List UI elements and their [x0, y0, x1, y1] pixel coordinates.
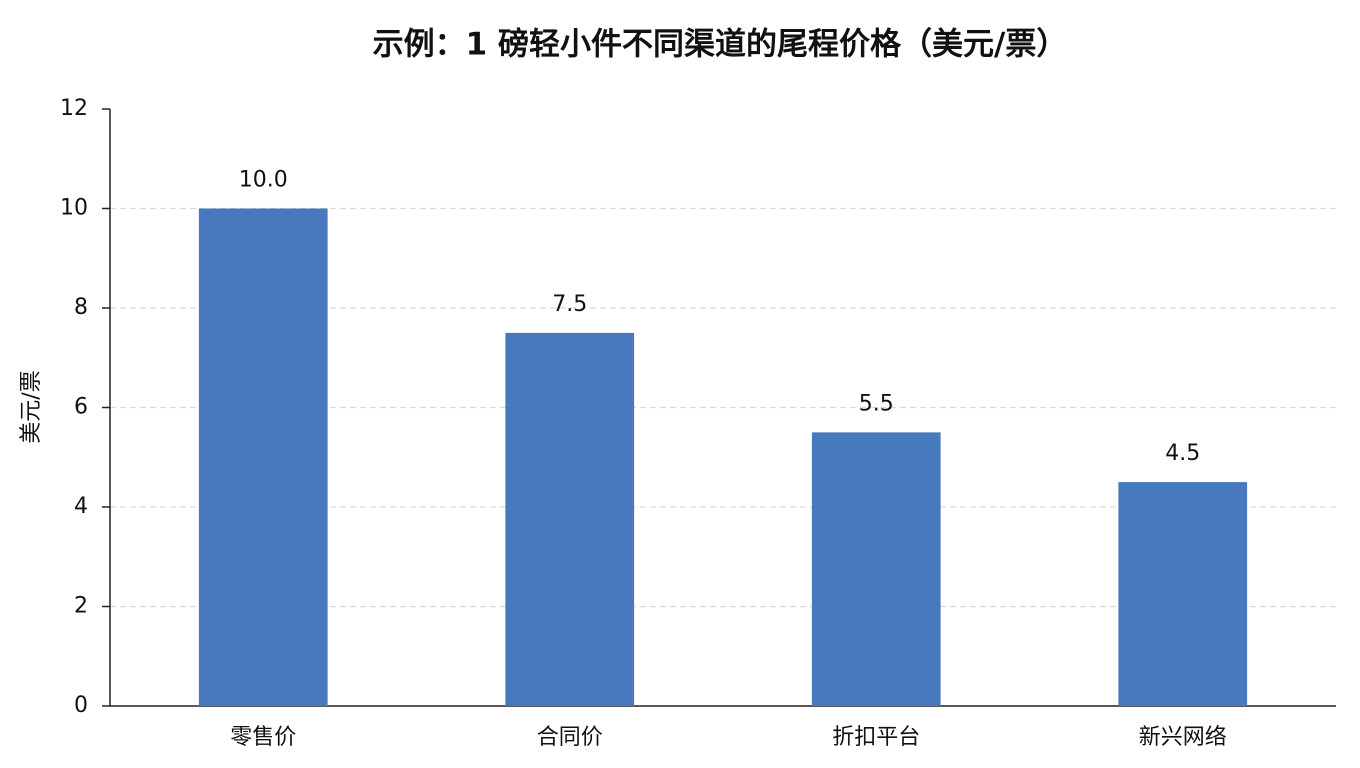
y-tick-label: 2	[74, 594, 88, 619]
y-tick-label: 4	[74, 494, 88, 519]
y-tick-label: 6	[74, 395, 88, 420]
data-label: 4.5	[1165, 441, 1200, 466]
bar	[505, 332, 635, 706]
y-axis-label: 美元/票	[19, 370, 44, 443]
bar	[811, 432, 941, 706]
x-tick-label: 折扣平台	[832, 725, 920, 750]
y-tick-label: 10	[60, 196, 88, 221]
x-tick-label: 新兴网络	[1139, 725, 1227, 750]
bar	[198, 208, 328, 706]
x-tick-label: 合同价	[537, 725, 603, 750]
bar	[1118, 482, 1248, 706]
data-label: 5.5	[859, 391, 894, 416]
data-label: 10.0	[239, 168, 288, 193]
data-label: 7.5	[552, 292, 587, 317]
chart-title: 示例：1 磅轻小件不同渠道的尾程价格（美元/票）	[373, 27, 1068, 63]
y-tick-label: 12	[60, 96, 88, 121]
y-tick-label: 8	[74, 295, 88, 320]
y-tick-label: 0	[74, 693, 88, 718]
x-tick-label: 零售价	[230, 725, 296, 750]
